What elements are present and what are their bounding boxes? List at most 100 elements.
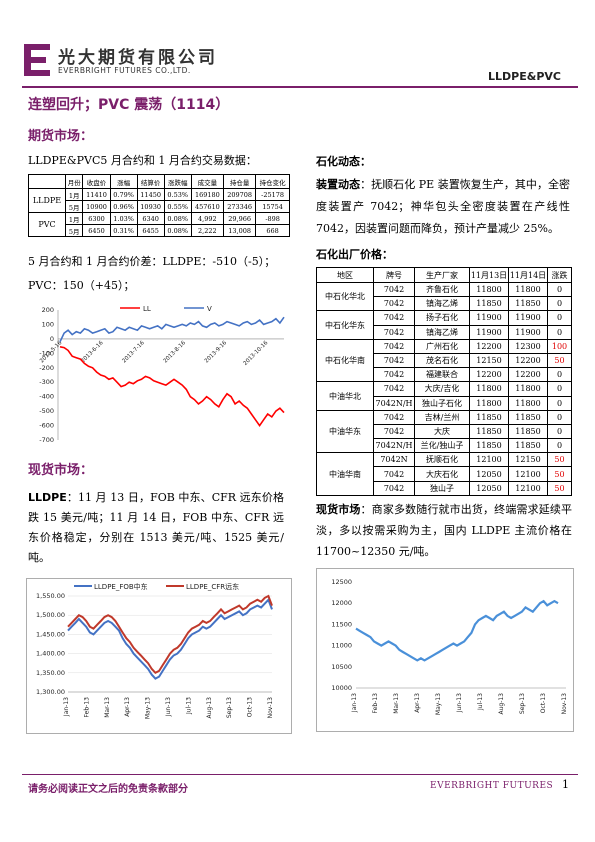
legend-label-fob: LLDPE_FOB中东 (94, 582, 148, 591)
petro-section-title: 石化动态： (316, 155, 371, 168)
cell-grade: 7042 (373, 352, 415, 369)
cell: 169180 (190, 188, 224, 201)
cell-d13: 12050 (469, 466, 509, 482)
cell-maker: 镇海乙烯 (414, 324, 470, 340)
cell-d14: 12100 (508, 480, 548, 496)
cell-region: 中石化华北 (316, 281, 374, 312)
y-tick-label: 12000 (331, 599, 352, 607)
legend-label-cfr: LLDPE_CFR远东 (186, 582, 239, 591)
table-row: 7042 镇海乙烯 11850 11850 0 (317, 296, 572, 312)
cell-maker: 齐鲁石化 (414, 281, 470, 298)
cell-d13: 11900 (469, 324, 509, 340)
cell-d14: 12150 (508, 452, 548, 468)
cell-d14: 11850 (508, 438, 548, 454)
futures-table-title: LLDPE&PVC5 月合约和 1 月合约交易数据： (28, 154, 257, 167)
x-tick-label: Nov-13 (267, 697, 274, 719)
cell-d14: 11900 (508, 324, 548, 340)
disclaimer-link[interactable]: 请务必阅读正文之后的免责条款部分 (28, 784, 188, 795)
cell-d13: 11800 (469, 381, 509, 397)
y-tick-label: 1,400.00 (36, 650, 65, 658)
y-tick-label: 200 (42, 306, 54, 314)
cell: 11410 (82, 188, 111, 201)
y-tick-label: 100 (42, 320, 54, 328)
cell-maker: 大庆 (414, 423, 470, 440)
cell-chg: 50 (547, 452, 572, 468)
x-tick-label: Aug-13 (206, 697, 213, 719)
cell-d14: 12100 (508, 466, 548, 482)
cell: 6450 (82, 224, 111, 237)
x-tick-label: Mar-13 (393, 693, 400, 714)
cell-d14: 12200 (508, 352, 548, 369)
x-tick-label: Jun-13 (456, 693, 463, 713)
x-tick-label: Sep-13 (519, 693, 526, 714)
cell-grade: 7042 (373, 367, 415, 383)
cell-d13: 12100 (469, 452, 509, 468)
spot-paragraph: LLDPE：11 月 13 日，FOB 中东、CFR 远东价格跌 15 美元/吨… (28, 488, 284, 568)
cell: 5月 (64, 224, 84, 237)
y-tick-label: -400 (39, 393, 54, 401)
cell-d14: 11800 (508, 395, 548, 411)
cell-d13: 11800 (469, 281, 509, 298)
col-maker: 生产厂家 (414, 267, 470, 283)
cell: 209708 (222, 188, 257, 201)
col-chg: 涨跌 (547, 267, 572, 283)
x-tick-label: Oct-13 (247, 697, 254, 717)
cell-chg: 0 (547, 395, 572, 411)
table-row: 5月 6450 0.31% 6455 0.08% 2,222 13,008 66… (29, 224, 290, 237)
cell-region: 中油华北 (316, 381, 374, 411)
footer-brand: EVERBRIGHT FUTURES (430, 781, 554, 791)
cell-d13: 11850 (469, 409, 509, 425)
cell-maker: 独山子石化 (414, 395, 470, 411)
cell: 6300 (82, 212, 111, 225)
spread-line-1: 5 月合约和 1 月合约价差：LLDPE：-510（-5）； (28, 255, 276, 268)
cell-d14: 11850 (508, 423, 548, 440)
legend-label-v: V (207, 305, 212, 313)
cell-maker: 扬子石化 (414, 310, 470, 326)
spot-para-label: LLDPE (28, 491, 67, 504)
table-row: 7042N/H 兰化/独山子 11850 11850 0 (317, 438, 572, 454)
page-number: 1 (562, 778, 569, 791)
series-line (355, 599, 559, 662)
company-logo (24, 44, 52, 76)
cell: 6455 (136, 224, 165, 237)
cell-maker: 兰化/独山子 (414, 438, 470, 454)
cell: -898 (255, 212, 290, 225)
cell: 5月 (64, 200, 84, 213)
table-row: 中油华东 7042 吉林/兰州 11850 11850 0 (316, 409, 572, 454)
x-tick-label: Mar-13 (104, 697, 111, 718)
cell-d13: 12200 (469, 367, 509, 383)
cell: 2,222 (190, 224, 224, 237)
cell-grade: 7042 (373, 409, 415, 425)
y-tick-label: 11500 (331, 620, 352, 628)
cell-chg: 0 (547, 324, 572, 340)
cell: 15754 (255, 200, 290, 213)
col-volume: 成交量 (190, 174, 224, 189)
cell-chg: 50 (547, 466, 572, 482)
futures-section-title: 期货市场： (28, 129, 94, 144)
y-tick-label: 11000 (331, 642, 352, 650)
cell-maker: 茂名石化 (414, 352, 470, 369)
cell-maker: 大庆/吉化 (414, 381, 470, 397)
cell-chg: 0 (547, 423, 572, 440)
cell-d13: 12050 (469, 480, 509, 496)
cell-d14: 11800 (508, 381, 548, 397)
cell-maker: 抚顺石化 (414, 452, 470, 468)
cell-grade: 7042N (373, 452, 415, 468)
cell-d14: 11900 (508, 310, 548, 326)
y-tick-label: 10500 (331, 663, 352, 671)
petro-spot-label: 现货市场 (316, 503, 361, 516)
price-table-header: 地区 牌号 生产厂家 11月13日 11月14日 涨跌 (316, 267, 572, 283)
cell-grade: 7042 (373, 338, 415, 354)
table-row: 中石化华南 7042 广州石化 12200 12300 100 (316, 338, 572, 383)
cell-grade: 7042 (373, 466, 415, 482)
col-oichg: 持仓变化 (255, 174, 290, 189)
chart-frame (26, 578, 292, 734)
x-tick-label: Jan-13 (351, 693, 358, 713)
cell-grade: 7042N/H (373, 395, 415, 411)
cell-region: 中油华东 (316, 409, 374, 454)
cell-grade: 7042 (373, 324, 415, 340)
cell: 0.08% (163, 224, 192, 237)
series-line (67, 594, 273, 675)
col-oi: 持仓量 (222, 174, 257, 189)
cell: 29,966 (222, 212, 257, 225)
